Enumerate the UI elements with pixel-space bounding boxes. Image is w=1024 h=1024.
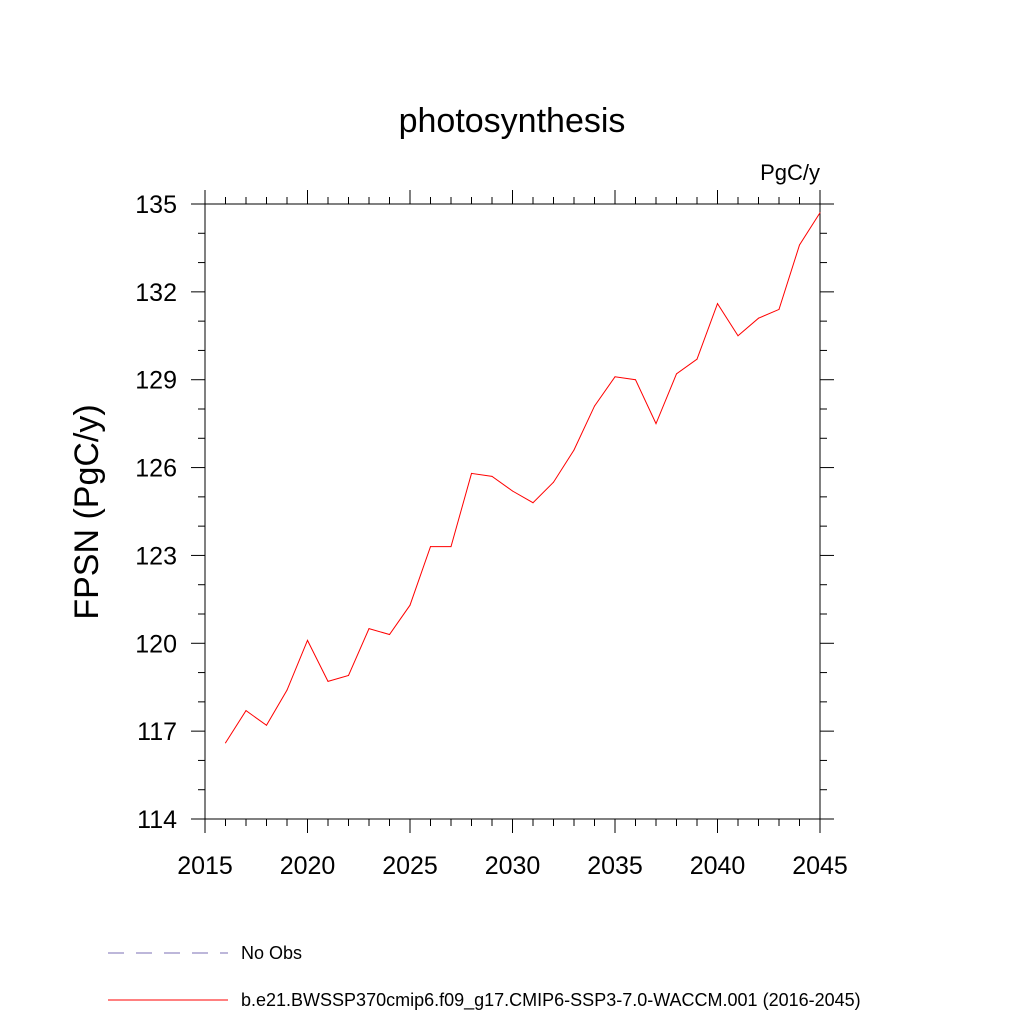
data-point bbox=[368, 628, 370, 630]
data-point bbox=[594, 405, 595, 407]
legend-label-no-obs: No Obs bbox=[241, 943, 302, 963]
y-tick-label: 132 bbox=[135, 279, 177, 307]
axes: 2015 2020 2025 2030 2035 2040 2045 114 117 120 123… bbox=[135, 190, 848, 880]
x-tick-label: 2030 bbox=[485, 852, 541, 880]
data-point bbox=[491, 475, 493, 477]
series-layer bbox=[225, 212, 821, 744]
x-tick-label: 2015 bbox=[177, 852, 233, 880]
data-point bbox=[512, 490, 513, 492]
data-point bbox=[327, 680, 329, 682]
data-point bbox=[266, 724, 267, 726]
series-line bbox=[225, 212, 821, 744]
data-point bbox=[532, 502, 534, 504]
plot-frame bbox=[204, 203, 821, 820]
data-point bbox=[696, 358, 698, 360]
data-point bbox=[471, 472, 472, 474]
y-axis-label: FPSN (PgC/y) bbox=[68, 404, 106, 619]
data-point bbox=[430, 546, 431, 548]
data-point bbox=[676, 373, 677, 375]
y-tick-label: 117 bbox=[137, 718, 177, 746]
y-tick-label: 123 bbox=[135, 542, 177, 570]
data-point bbox=[450, 546, 452, 548]
data-point bbox=[389, 634, 390, 635]
x-tick-label: 2020 bbox=[280, 852, 336, 880]
x-tick-label: 2040 bbox=[690, 852, 746, 880]
data-point bbox=[737, 335, 739, 337]
y-tick-label: 114 bbox=[137, 806, 177, 834]
data-point bbox=[655, 423, 657, 425]
legend: No Obs b.e21.BWSSP370cmip6.f09_g17.CMIP6… bbox=[108, 943, 861, 1011]
chart-title: photosynthesis bbox=[399, 102, 626, 140]
data-point bbox=[799, 244, 800, 246]
data-point bbox=[614, 376, 616, 378]
data-point bbox=[758, 317, 759, 319]
data-point bbox=[245, 710, 247, 712]
y-tick-label: 120 bbox=[135, 630, 177, 658]
data-point bbox=[307, 639, 308, 641]
data-point bbox=[348, 675, 349, 676]
data-point bbox=[778, 308, 780, 310]
data-point bbox=[717, 303, 718, 305]
x-tick-label: 2045 bbox=[792, 852, 848, 880]
data-point bbox=[286, 689, 288, 691]
data-point bbox=[409, 604, 411, 606]
data-point bbox=[635, 379, 636, 381]
y-tick-label: 135 bbox=[135, 191, 177, 219]
data-point bbox=[819, 212, 821, 214]
data-point bbox=[553, 481, 554, 483]
x-tick-label: 2035 bbox=[587, 852, 643, 880]
units-label: PgC/y bbox=[760, 160, 820, 185]
y-tick-label: 129 bbox=[135, 367, 177, 395]
data-point bbox=[225, 742, 226, 744]
x-tick-label: 2025 bbox=[382, 852, 438, 880]
legend-label-model-run: b.e21.BWSSP370cmip6.f09_g17.CMIP6-SSP3-7… bbox=[241, 990, 861, 1011]
data-point bbox=[573, 449, 575, 451]
y-tick-label: 126 bbox=[135, 455, 177, 483]
